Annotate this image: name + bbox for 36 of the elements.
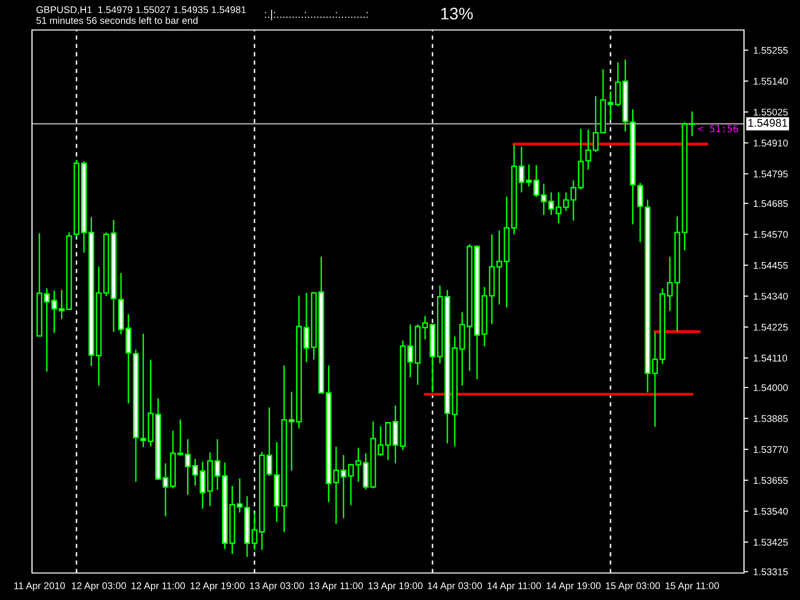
- y-tick-label: 1.54225: [754, 324, 788, 331]
- x-tick-label: 14 Apr 19:00: [546, 582, 601, 592]
- y-tick-label: 1.54340: [754, 292, 788, 300]
- y-tick-label: 1.53885: [754, 415, 788, 422]
- x-tick-label: 13 Apr 19:00: [368, 582, 423, 592]
- x-tick-label: 15 Apr 03:00: [606, 582, 660, 592]
- annotation: < 51:56: [698, 124, 738, 132]
- x-tick-label: 12 Apr 11:00: [132, 582, 185, 592]
- x-tick-label: 14 Apr 03:00: [428, 582, 482, 592]
- text: 13%: [441, 8, 473, 20]
- chart-title: GBPUSD,H1 1.54979 1.55027 1.54935 1.54981: [36, 6, 246, 14]
- y-tick-label: 1.55140: [754, 78, 788, 85]
- y-tick-label: 1.54000: [754, 384, 788, 392]
- x-tick-label: 12 Apr 19:00: [190, 582, 245, 592]
- x-tick-label: 13 Apr 11:00: [310, 582, 363, 592]
- y-tick-label: 1.53540: [754, 508, 788, 515]
- chart-subtitle: 51 minutes 56 seconds left to bar end: [36, 16, 198, 24]
- x-tick-label: 14 Apr 11:00: [488, 582, 541, 592]
- y-tick-label: 1.54795: [754, 170, 788, 178]
- y-tick-label: 1.53770: [754, 446, 788, 453]
- y-tick-label: 1.53655: [754, 476, 788, 484]
- x-tick-label: 11 Apr 2010: [14, 582, 65, 592]
- y-tick-label: 1.53315: [754, 568, 788, 576]
- y-tick-label: 1.54455: [754, 262, 788, 269]
- y-tick-label: 1.55025: [754, 108, 788, 116]
- y-tick-label: 1.53425: [754, 538, 788, 546]
- y-tick-label: 1.54570: [754, 231, 788, 238]
- y-tick-label: 1.54685: [754, 200, 788, 207]
- y-tick-label: 1.54910: [754, 140, 788, 147]
- x-tick-label: 15 Apr 11:00: [666, 582, 719, 592]
- text: :.|:.........:.........:.........:: [265, 10, 368, 20]
- x-tick-label: 13 Apr 03:00: [250, 582, 304, 592]
- ref-line-label: 1.54981: [748, 118, 788, 127]
- y-tick-label: 1.54110: [754, 354, 788, 362]
- x-tick-label: 12 Apr 03:00: [72, 582, 126, 592]
- y-tick-label: 1.55255: [754, 46, 788, 54]
